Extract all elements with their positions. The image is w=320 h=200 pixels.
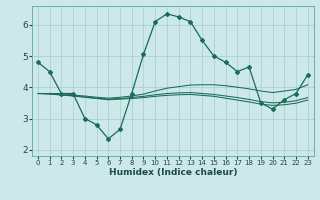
X-axis label: Humidex (Indice chaleur): Humidex (Indice chaleur): [108, 168, 237, 177]
